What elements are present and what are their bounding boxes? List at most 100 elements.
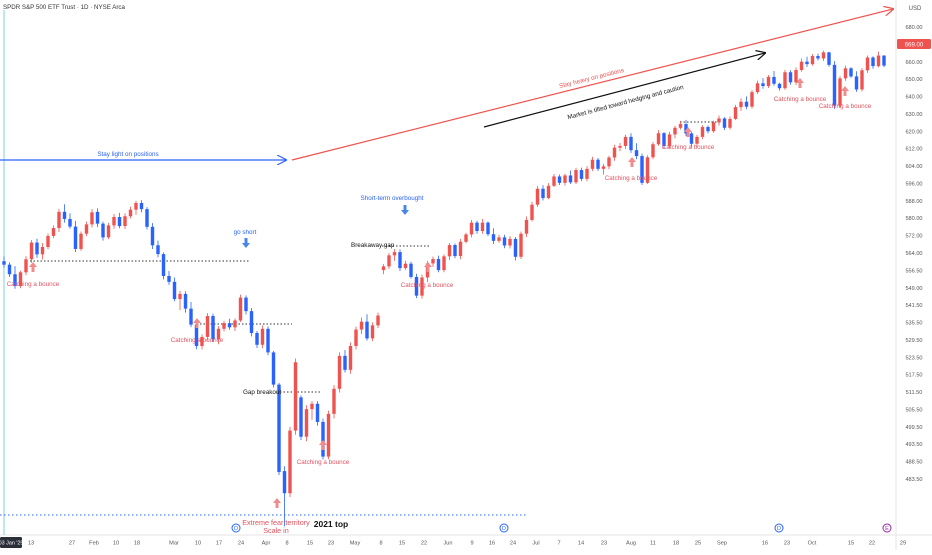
candle bbox=[849, 67, 853, 78]
candle bbox=[700, 125, 705, 140]
candle bbox=[293, 358, 298, 435]
y-tick-label: 529.50 bbox=[905, 338, 922, 344]
candle bbox=[535, 186, 540, 207]
x-tick-label: Aug bbox=[626, 541, 636, 547]
x-tick-label: 24 bbox=[238, 541, 244, 547]
candle bbox=[623, 134, 628, 149]
svg-text:D: D bbox=[777, 526, 781, 532]
candle bbox=[596, 158, 600, 172]
candle bbox=[35, 238, 39, 258]
x-tick-label: Sep bbox=[717, 541, 727, 547]
y-tick-label: 630.00 bbox=[905, 112, 922, 118]
candle bbox=[310, 401, 314, 420]
dividend-marker-jun[interactable]: D bbox=[499, 523, 509, 533]
candle bbox=[376, 312, 380, 329]
earnings-marker-oct[interactable]: E bbox=[882, 523, 892, 533]
candle bbox=[563, 173, 567, 186]
candle bbox=[656, 129, 661, 146]
candle bbox=[480, 218, 485, 234]
candle bbox=[739, 98, 743, 111]
y-tick-label: 505.50 bbox=[905, 407, 922, 413]
y-tick-label: 541.50 bbox=[905, 303, 922, 309]
candle bbox=[662, 131, 666, 149]
y-tick-label: 511.50 bbox=[906, 390, 923, 396]
candle bbox=[871, 56, 875, 69]
candle bbox=[101, 221, 105, 241]
hedging-arrow bbox=[483, 53, 765, 128]
candle bbox=[678, 120, 683, 130]
price-axis[interactable]: 680.00670.00660.00650.00640.00630.00620.… bbox=[905, 25, 922, 483]
annotation-short-term-overbought: Short-term overbought bbox=[361, 195, 424, 202]
candle bbox=[277, 382, 281, 476]
y-tick-label: 620.00 bbox=[905, 129, 922, 135]
candle bbox=[189, 302, 193, 328]
candle bbox=[453, 243, 457, 259]
candle bbox=[794, 67, 798, 86]
candle bbox=[469, 219, 474, 238]
candle bbox=[629, 133, 633, 153]
candle bbox=[370, 322, 375, 342]
candle bbox=[711, 120, 716, 133]
candle bbox=[117, 212, 122, 229]
candle bbox=[381, 264, 386, 275]
candle bbox=[772, 71, 776, 86]
up-arrow-mar bbox=[193, 318, 201, 328]
candle bbox=[46, 233, 50, 250]
candle bbox=[810, 54, 815, 66]
stay-heavy-arrow bbox=[291, 9, 893, 161]
up-arrow-oct2 bbox=[841, 86, 849, 96]
dividend-marker-mar[interactable]: D bbox=[231, 523, 241, 533]
candle bbox=[777, 82, 782, 91]
candle bbox=[519, 231, 523, 260]
candle bbox=[29, 240, 34, 263]
x-tick-label: 27 bbox=[69, 541, 75, 547]
candle bbox=[442, 254, 446, 273]
candle bbox=[695, 134, 699, 147]
annotation-go-short: go short bbox=[234, 229, 257, 236]
candle bbox=[57, 208, 61, 232]
candle bbox=[255, 331, 259, 348]
time-axis[interactable]: 03 Jan '25 13 27 Feb 10 18 Mar 10 17 24 Apr 8 15 23 Ma… bbox=[0, 537, 906, 548]
annotation-bounce-oct1: Catching a bounce bbox=[774, 96, 827, 103]
y-tick-label: 660.00 bbox=[905, 60, 922, 66]
candle bbox=[502, 234, 507, 249]
candle bbox=[365, 314, 369, 341]
candles-layer bbox=[2, 50, 886, 527]
candle bbox=[62, 204, 67, 223]
up-arrow-oct1 bbox=[796, 78, 804, 88]
candle bbox=[271, 350, 276, 388]
annotation-bounce-aug1: Catching a bounce bbox=[605, 175, 658, 182]
candle bbox=[458, 238, 463, 260]
candle bbox=[821, 50, 826, 61]
annotation-bounce-may: Catching a bounce bbox=[401, 282, 454, 289]
candle bbox=[150, 223, 155, 249]
candle bbox=[266, 326, 270, 356]
candle bbox=[178, 290, 182, 311]
candle bbox=[90, 209, 94, 228]
y-tick-label: 640.00 bbox=[905, 95, 922, 101]
x-tick-label: 9 bbox=[470, 541, 473, 547]
candle bbox=[486, 221, 490, 237]
candle bbox=[73, 220, 78, 253]
x-tick-label: 29 bbox=[900, 541, 906, 547]
candle bbox=[651, 142, 655, 160]
candle bbox=[673, 125, 677, 139]
annotation-scale-in: Scale in bbox=[263, 526, 289, 535]
candle bbox=[222, 320, 226, 332]
candle bbox=[95, 208, 100, 228]
x-tick-label: 14 bbox=[578, 541, 584, 547]
x-tick-label: 15 bbox=[848, 541, 854, 547]
y-tick-label: 650.00 bbox=[905, 77, 922, 83]
candle bbox=[79, 231, 83, 251]
candle bbox=[612, 144, 617, 161]
current-price-tag: 669.00 bbox=[897, 39, 931, 49]
candle bbox=[332, 385, 336, 419]
candle bbox=[876, 51, 881, 68]
candle bbox=[205, 313, 210, 341]
candle bbox=[420, 274, 424, 299]
event-markers: D D D E bbox=[231, 523, 892, 533]
candle bbox=[134, 200, 138, 215]
dividend-marker-sep[interactable]: D bbox=[774, 523, 784, 533]
candle bbox=[409, 261, 413, 279]
